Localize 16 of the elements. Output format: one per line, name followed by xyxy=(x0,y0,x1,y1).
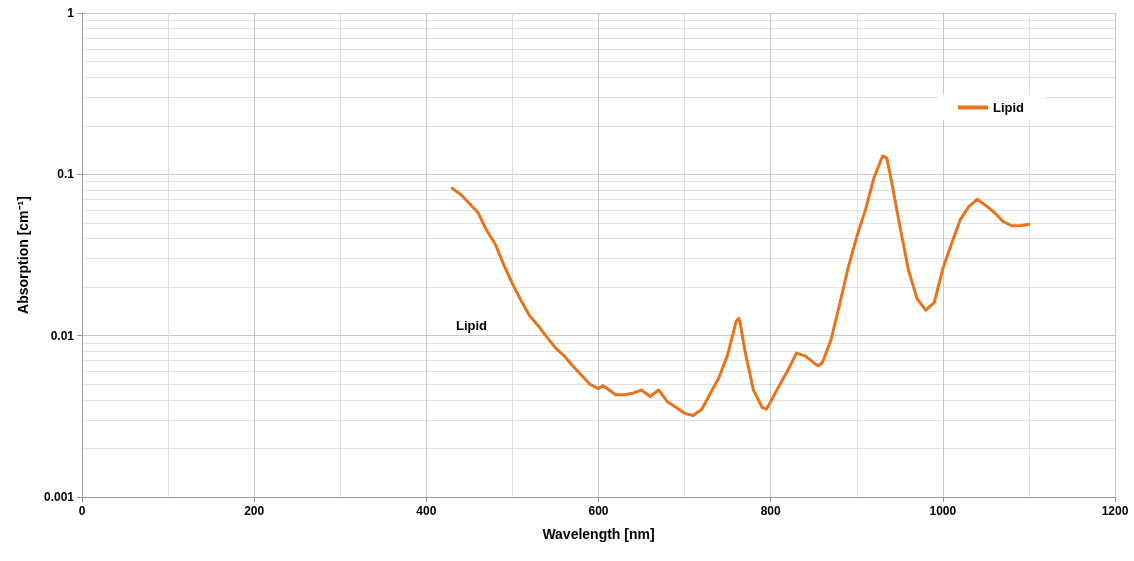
y-tick-label: 0.1 xyxy=(57,167,75,182)
annotation: Lipid xyxy=(456,318,488,333)
x-tick-label: 1000 xyxy=(929,504,957,518)
x-tick-label: 800 xyxy=(760,504,781,518)
x-tick-label: 0 xyxy=(78,504,86,518)
x-tick-label: 1200 xyxy=(1101,504,1129,518)
y-axis-title: Absorption [cm⁻¹] xyxy=(15,196,31,314)
legend-label: Lipid xyxy=(992,100,1025,115)
x-axis-title: Wavelength [nm] xyxy=(542,526,655,542)
y-tick-label: 0.01 xyxy=(50,328,75,343)
line-series xyxy=(450,154,1031,417)
x-tick-label: 600 xyxy=(588,504,609,518)
x-tick-label: 400 xyxy=(416,504,437,518)
y-tick-label: 1 xyxy=(67,6,75,20)
y-tick-label: 0.001 xyxy=(43,490,75,504)
x-tick-label: 200 xyxy=(244,504,265,518)
